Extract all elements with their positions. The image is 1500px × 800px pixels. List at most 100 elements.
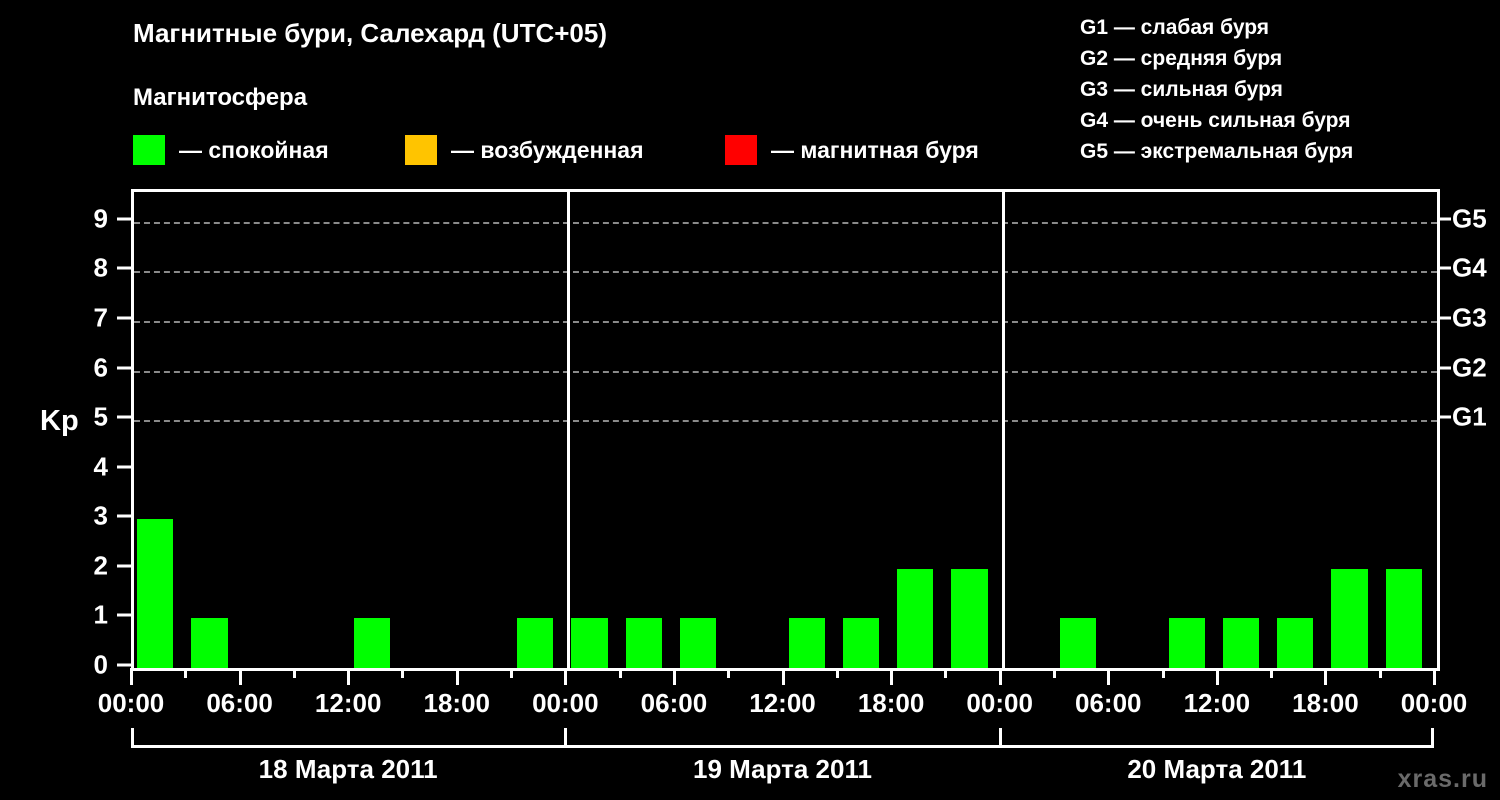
g-tick-label-G2: G2 [1452, 352, 1487, 382]
kp-bar [897, 568, 934, 668]
y-tick-label-6: 6 [93, 352, 108, 382]
x-tick-minor [1161, 668, 1165, 678]
kp-bar [1385, 568, 1422, 668]
kp-bar [842, 618, 880, 668]
legend-item-active: — возбужденная [405, 133, 644, 167]
x-tick-major [1324, 668, 1328, 685]
legend-item-storm: — магнитная буря [725, 133, 979, 167]
g-tick-label-G3: G3 [1452, 302, 1487, 333]
y-tick-label-3: 3 [93, 500, 108, 531]
x-tick-minor [184, 668, 188, 678]
gridline-kp-8 [134, 271, 1437, 274]
kp-bar [191, 618, 228, 668]
y-tick-mark-0 [117, 663, 131, 667]
x-tick-label-12: 00:00 [1400, 688, 1468, 718]
x-tick-label-6: 12:00 [749, 688, 816, 718]
x-tick-major [998, 668, 1002, 685]
legend-swatch-storm [725, 135, 757, 165]
x-tick-major [564, 668, 568, 685]
kp-bar [1331, 568, 1368, 668]
y-tick-label-1: 1 [93, 599, 108, 630]
x-tick-major [672, 668, 676, 685]
y-tick-mark-8 [117, 266, 131, 270]
gridline-kp-5 [134, 420, 1437, 423]
y-tick-mark-1 [117, 613, 131, 617]
y-tick-mark-3 [117, 514, 131, 518]
legend-item-calm: — спокойная [133, 133, 329, 167]
x-tick-minor [727, 668, 731, 678]
y-tick-label-4: 4 [93, 451, 108, 482]
kp-bar [1222, 618, 1260, 668]
x-tick-label-10: 12:00 [1183, 688, 1251, 718]
kp-bar [1168, 618, 1205, 668]
x-tick-major [781, 668, 785, 685]
y-tick-mark-6 [117, 366, 131, 369]
y-tick-mark-5 [117, 415, 131, 419]
gridline-kp-6 [134, 370, 1437, 373]
x-tick-label-9: 06:00 [1075, 688, 1142, 718]
y-tick-label-0: 0 [93, 649, 108, 680]
y-tick-mark-9 [117, 217, 131, 221]
y-tick-mark-2 [117, 564, 131, 568]
kp-bar [137, 519, 174, 668]
g-scale-line-4: G4 — очень сильная буря [1080, 109, 1351, 132]
legend-label-calm: — спокойная [179, 136, 329, 163]
x-tick-minor [618, 668, 622, 678]
kp-bar [517, 618, 554, 668]
x-tick-major [1215, 668, 1219, 685]
x-tick-major [130, 668, 133, 685]
g-scale-line-2: G2 — средняя буря [1080, 47, 1283, 70]
g-tick-label-G1: G1 [1452, 401, 1487, 432]
kp-bar [1059, 618, 1097, 668]
y-tick-label-5: 5 [93, 401, 108, 432]
y-tick-mark-7 [117, 316, 131, 320]
x-tick-minor [944, 668, 948, 678]
gridline-kp-9 [134, 221, 1437, 224]
day-label-3: 20 Марта 2011 [1127, 754, 1307, 784]
y-axis-label: Kp [40, 405, 79, 437]
legend-swatch-active [405, 135, 437, 165]
kp-bar [679, 618, 717, 668]
x-tick-major [1433, 668, 1436, 685]
kp-bar [1277, 618, 1314, 668]
kp-bar [571, 618, 608, 668]
x-tick-major [238, 668, 242, 685]
g-tick-label-G4: G4 [1452, 252, 1487, 283]
x-tick-label-4: 00:00 [532, 688, 599, 718]
x-tick-label-5: 06:00 [640, 688, 708, 718]
g-tick-mark-G2 [1437, 366, 1451, 369]
day-label-1: 18 Марта 2011 [258, 754, 438, 784]
g-scale-line-3: G3 — сильная буря [1080, 78, 1283, 101]
x-tick-label-0: 00:00 [97, 688, 165, 718]
g-tick-mark-G1 [1437, 415, 1451, 419]
g-tick-mark-G5 [1437, 217, 1451, 221]
plot-area [131, 189, 1440, 671]
x-tick-label-7: 18:00 [857, 688, 925, 718]
watermark: xras.ru [1397, 765, 1488, 793]
g-scale-legend: G1 — слабая буря G2 — средняя буря G3 — си… [1080, 12, 1500, 167]
y-tick-label-7: 7 [93, 302, 108, 333]
plot-inner [134, 192, 1437, 668]
x-tick-label-1: 06:00 [206, 688, 273, 718]
x-tick-major [1107, 668, 1111, 685]
y-tick-label-9: 9 [93, 203, 108, 234]
x-tick-label-3: 18:00 [423, 688, 491, 718]
x-tick-minor [835, 668, 839, 678]
day-separator-2 [1001, 192, 1005, 668]
day-label-2: 19 Марта 2011 [693, 754, 872, 784]
kp-bar [788, 618, 825, 668]
x-tick-minor [1378, 668, 1382, 678]
x-tick-major [890, 668, 894, 685]
x-tick-minor [401, 668, 405, 678]
x-tick-label-2: 12:00 [314, 688, 382, 718]
x-tick-minor [1052, 668, 1056, 678]
legend-label-storm: — магнитная буря [771, 136, 979, 163]
x-tick-label-11: 18:00 [1292, 688, 1359, 718]
legend-label-active: — возбужденная [451, 136, 644, 163]
x-tick-label-8: 00:00 [966, 688, 1033, 718]
g-scale-line-5: G5 — экстремальная буря [1080, 140, 1354, 163]
y-tick-label-8: 8 [93, 252, 108, 283]
g-scale-line-1: G1 — слабая буря [1080, 16, 1270, 39]
x-tick-major [455, 668, 459, 685]
